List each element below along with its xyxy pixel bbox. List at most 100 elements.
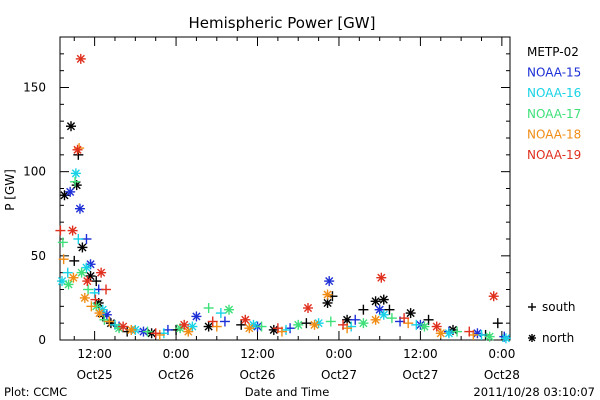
x-tick-label-date: Oct28 (484, 368, 520, 382)
south-marker (104, 316, 115, 327)
legend: METP-02 NOAA-15 NOAA-16 NOAA-17 NOAA-18 NOAA-… (527, 45, 581, 162)
north-marker (268, 324, 279, 335)
x-axis: 12:00 Oct25 0:00 Oct26 12:00 Oct26 0:00 Oct27 12… (73, 37, 520, 382)
south-marker (69, 255, 80, 266)
north-marker (358, 318, 369, 329)
north-marker (183, 326, 194, 337)
south-marker (236, 319, 247, 330)
south-marker (215, 308, 226, 319)
north-marker (374, 304, 385, 315)
north-marker (528, 334, 536, 342)
north-marker (472, 328, 483, 339)
plot-frame (59, 36, 511, 341)
y-tick-label: 100 (23, 165, 46, 179)
south-marker (57, 237, 68, 248)
north-marker (191, 311, 202, 322)
x-tick-label-time: 0:00 (325, 347, 352, 361)
y-tick-label: 150 (23, 81, 46, 95)
x-tick-label-time: 0:00 (163, 347, 190, 361)
series-noaa-19 (55, 53, 499, 339)
north-marker (71, 180, 82, 191)
series-noaa-16 (57, 168, 511, 344)
legend-entry: NOAA-17 (527, 107, 581, 121)
south-marker (528, 303, 536, 311)
legend-entry: NOAA-15 (527, 66, 581, 80)
south-marker (70, 176, 81, 187)
x-tick-label-date: Oct26 (158, 368, 194, 382)
x-tick-label-time: 12:00 (240, 347, 275, 361)
south-marker (219, 316, 230, 327)
north-marker (187, 321, 198, 332)
north-marker (431, 321, 442, 332)
north-marker (105, 318, 116, 329)
chart-title: Hemispheric Power [GW] (189, 14, 376, 32)
north-marker (224, 304, 235, 315)
south-marker (492, 318, 503, 329)
south-marker (350, 314, 361, 325)
south-marker (285, 323, 296, 334)
north-marker (484, 331, 495, 342)
south-marker (91, 276, 102, 287)
x-tick-label-date: Oct25 (77, 368, 113, 382)
north-marker (405, 308, 416, 319)
north-marker (96, 267, 107, 278)
south-marker (101, 284, 112, 295)
south-marker (338, 319, 349, 330)
north-marker (419, 321, 430, 332)
y-axis: 0 50 100 150 (23, 36, 510, 347)
north-marker (240, 314, 251, 325)
north-marker (94, 308, 105, 319)
south-marker (211, 321, 222, 332)
south-marker (358, 304, 369, 315)
south-marker (386, 313, 397, 324)
south-marker (154, 329, 165, 340)
north-marker (68, 272, 79, 283)
north-marker (82, 276, 93, 287)
north-marker (70, 168, 81, 179)
south-marker (203, 303, 214, 314)
north-marker (63, 279, 74, 290)
north-marker (76, 267, 87, 278)
x-tick-label-time: 12:00 (403, 347, 438, 361)
north-marker (435, 328, 446, 339)
north-marker (500, 333, 511, 344)
south-marker (89, 287, 100, 298)
south-marker (272, 323, 283, 334)
south-marker (83, 284, 94, 295)
south-marker (423, 314, 434, 325)
footer-timestamp: 2011/10/28 03:10:07 (473, 385, 595, 399)
x-tick-label-date: Oct27 (402, 368, 438, 382)
south-marker (399, 313, 410, 324)
marker-legend-label: north (542, 331, 574, 345)
south-marker (58, 254, 69, 265)
north-marker (74, 203, 85, 214)
south-marker (301, 318, 312, 329)
north-marker (65, 121, 76, 132)
north-marker (75, 53, 86, 64)
footer-plot-credit: Plot: CCMC (4, 385, 67, 399)
north-marker (370, 296, 381, 307)
marker-legend: south north (528, 300, 576, 345)
south-marker (464, 326, 475, 337)
north-marker (378, 309, 389, 320)
south-marker (55, 225, 66, 236)
north-marker (376, 272, 387, 283)
y-axis-label: P [GW] (3, 169, 17, 211)
x-tick-label-time: 12:00 (77, 347, 112, 361)
north-marker (322, 289, 333, 300)
south-marker (281, 324, 292, 335)
x-tick-label-date: Oct27 (321, 368, 357, 382)
footer-x-axis-title: Date and Time (245, 385, 330, 399)
legend-entry: METP-02 (527, 45, 579, 59)
x-tick-label-date: Oct26 (239, 368, 275, 382)
north-marker (179, 319, 190, 330)
north-marker (322, 297, 333, 308)
north-marker (303, 303, 314, 314)
north-marker (57, 276, 68, 287)
y-tick-label: 50 (31, 249, 46, 263)
north-marker (488, 291, 499, 302)
north-marker (67, 225, 78, 236)
south-marker (86, 301, 97, 312)
south-marker (99, 314, 110, 325)
